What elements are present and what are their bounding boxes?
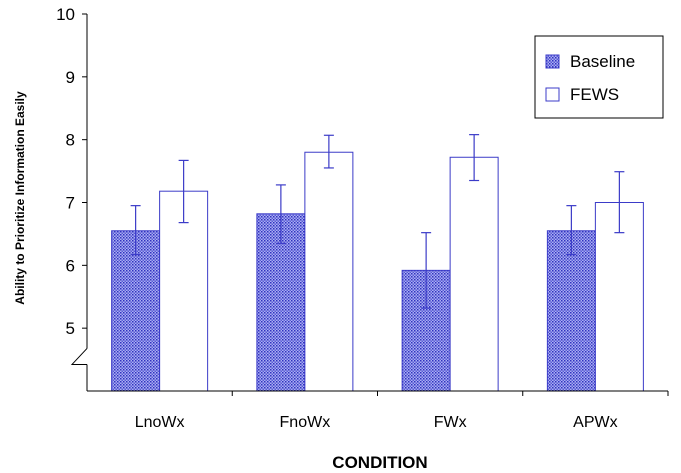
x-tick-label: LnoWx	[135, 414, 185, 431]
x-tick-label: FWx	[434, 414, 467, 431]
legend-label-fews: FEWS	[570, 85, 619, 104]
y-tick-label: 10	[56, 5, 75, 24]
y-tick-label: 6	[66, 256, 75, 275]
y-tick-label: 9	[66, 68, 75, 87]
bar-fews	[304, 151, 354, 392]
y-tick-label: 8	[66, 131, 75, 150]
bar-baseline	[111, 230, 161, 392]
y-axis-break	[70, 348, 88, 365]
y-tick-label: 7	[66, 194, 75, 213]
legend-swatch-fews	[545, 87, 560, 102]
y-axis-label: Ability to Prioritize Information Easily	[13, 91, 27, 305]
x-tick-label: APWx	[573, 414, 617, 431]
y-tick-label: 5	[66, 319, 75, 338]
legend-box	[534, 35, 664, 119]
x-tick-label: FnoWx	[280, 414, 331, 431]
legend-label-baseline: Baseline	[570, 52, 635, 71]
bar-fews	[449, 156, 499, 392]
legend-swatch-baseline	[545, 54, 560, 69]
legend: Baseline FEWS	[534, 35, 664, 119]
x-axis-label: CONDITION	[332, 453, 427, 472]
